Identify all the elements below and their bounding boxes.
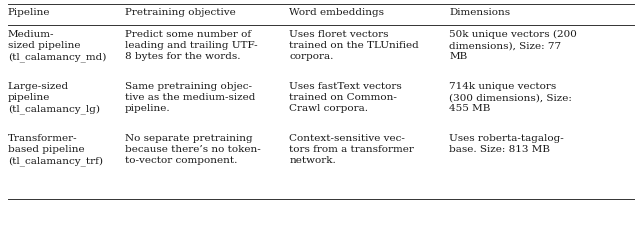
Text: Predict some number of
leading and trailing UTF-
8 bytes for the words.: Predict some number of leading and trail… [125, 30, 257, 61]
Text: 50k unique vectors (200
dimensions), Size: 77
MB: 50k unique vectors (200 dimensions), Siz… [449, 30, 577, 61]
Text: 714k unique vectors
(300 dimensions), Size:
455 MB: 714k unique vectors (300 dimensions), Si… [449, 82, 572, 113]
Text: No separate pretraining
because there’s no token-
to-vector component.: No separate pretraining because there’s … [125, 133, 260, 164]
Text: Medium-
sized pipeline
(tl_calamancy_md): Medium- sized pipeline (tl_calamancy_md) [8, 30, 106, 62]
Text: Uses fastText vectors
trained on Common-
Crawl corpora.: Uses fastText vectors trained on Common-… [289, 82, 402, 113]
Text: Same pretraining objec-
tive as the medium-sized
pipeline.: Same pretraining objec- tive as the medi… [125, 82, 255, 113]
Text: Uses floret vectors
trained on the TLUnified
corpora.: Uses floret vectors trained on the TLUni… [289, 30, 419, 61]
Text: Dimensions: Dimensions [449, 8, 511, 17]
Text: Transformer-
based pipeline
(tl_calamancy_trf): Transformer- based pipeline (tl_calamanc… [8, 133, 102, 165]
Text: Large-sized
pipeline
(tl_calamancy_lg): Large-sized pipeline (tl_calamancy_lg) [8, 82, 100, 114]
Text: Pipeline: Pipeline [8, 8, 50, 17]
Text: Word embeddings: Word embeddings [289, 8, 384, 17]
Text: Context-sensitive vec-
tors from a transformer
network.: Context-sensitive vec- tors from a trans… [289, 133, 414, 164]
Text: Uses roberta-tagalog-
base. Size: 813 MB: Uses roberta-tagalog- base. Size: 813 MB [449, 133, 564, 153]
Text: Pretraining objective: Pretraining objective [125, 8, 236, 17]
